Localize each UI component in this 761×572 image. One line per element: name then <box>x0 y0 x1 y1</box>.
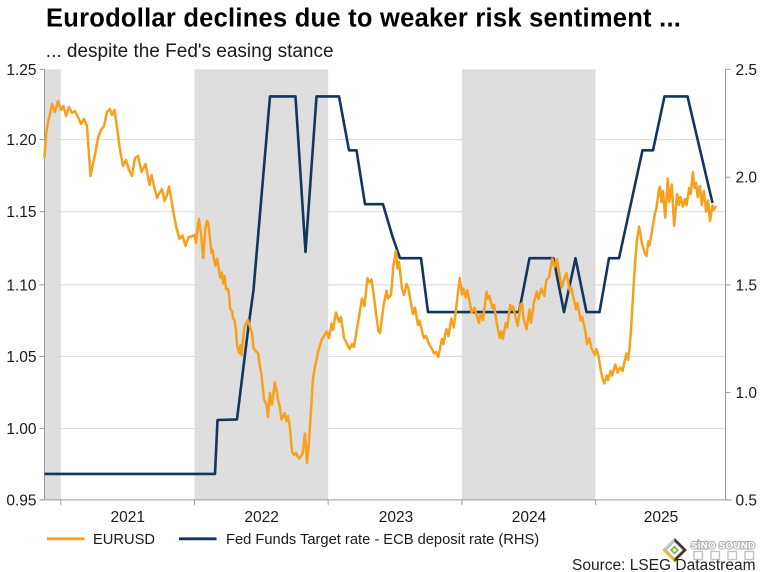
svg-text:EURUSD: EURUSD <box>93 532 155 548</box>
svg-text:1.25: 1.25 <box>6 62 36 79</box>
svg-text:1.10: 1.10 <box>6 277 37 294</box>
svg-text:Eurodollar declines due to wea: Eurodollar declines due to weaker risk s… <box>46 5 681 33</box>
svg-text:1.15: 1.15 <box>6 204 36 221</box>
svg-text:2022: 2022 <box>244 509 278 526</box>
svg-text:2.5: 2.5 <box>736 62 758 79</box>
svg-text:0.5: 0.5 <box>736 492 758 509</box>
svg-text:... despite the Fed's easing s: ... despite the Fed's easing stance <box>46 41 334 62</box>
svg-text:2023: 2023 <box>379 509 413 526</box>
svg-text:2.0: 2.0 <box>736 170 758 187</box>
svg-text:1.0: 1.0 <box>736 385 758 402</box>
svg-text:Fed Funds Target rate - ECB de: Fed Funds Target rate - ECB deposit rate… <box>226 532 539 548</box>
svg-text:1.20: 1.20 <box>6 132 37 149</box>
svg-text:1.5: 1.5 <box>736 277 758 294</box>
svg-text:Source: LSEG Datastream: Source: LSEG Datastream <box>572 557 756 572</box>
svg-text:SiNO SOUND: SiNO SOUND <box>691 541 755 552</box>
svg-text:0.95: 0.95 <box>6 492 36 509</box>
svg-text:1.05: 1.05 <box>6 349 36 366</box>
svg-text:2025: 2025 <box>644 509 678 526</box>
svg-text:1.00: 1.00 <box>6 421 37 438</box>
svg-text:2021: 2021 <box>111 509 145 526</box>
svg-text:2024: 2024 <box>512 509 547 526</box>
svg-text:SiNO SOUND: SiNO SOUND <box>691 541 755 552</box>
